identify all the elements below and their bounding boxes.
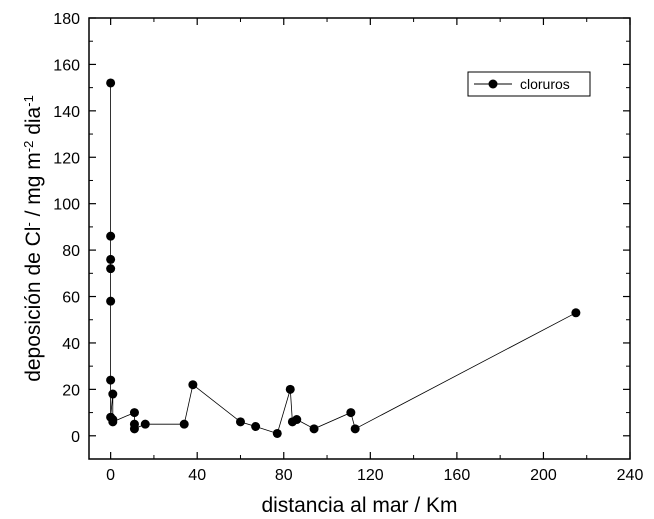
x-tick-label: 240 xyxy=(617,467,644,484)
legend-marker xyxy=(488,79,498,89)
data-point xyxy=(571,308,581,318)
axis-ticks: 0 40 80 120 160 200 240 0 20 40 60 80 100 120 140 160 18… xyxy=(53,11,643,484)
y-tick-label: 60 xyxy=(62,290,80,307)
data-point xyxy=(106,264,116,274)
y-tick-label: 80 xyxy=(62,243,80,260)
data-point xyxy=(309,424,319,434)
plot-frame xyxy=(88,17,631,460)
data-point xyxy=(108,417,118,427)
x-tick-label: 120 xyxy=(357,467,384,484)
data-point xyxy=(108,389,118,399)
data-point xyxy=(350,424,360,434)
y-axis-title-sup1: - xyxy=(21,222,36,226)
data-point xyxy=(272,428,282,438)
series-cloruros xyxy=(106,78,581,438)
y-tick-label: 100 xyxy=(53,197,80,214)
y-tick-label: 0 xyxy=(71,429,80,446)
y-axis-title: deposición de Cl- / mg m-2 dia-1 xyxy=(21,95,46,382)
y-axis-title-sup2: -2 xyxy=(21,141,36,153)
data-point xyxy=(106,296,116,306)
data-point xyxy=(106,78,116,88)
y-tick-label: 140 xyxy=(53,104,80,121)
legend: cloruros xyxy=(467,71,591,97)
x-tick-label: 0 xyxy=(106,467,115,484)
data-point xyxy=(188,380,198,390)
x-tick-label: 40 xyxy=(188,467,206,484)
data-point xyxy=(285,384,295,394)
data-point xyxy=(106,375,116,385)
x-axis-title: distancia al mar / Km xyxy=(261,494,457,517)
data-point xyxy=(140,419,150,429)
x-tick-label: 200 xyxy=(530,467,557,484)
data-point xyxy=(179,419,189,429)
data-point xyxy=(106,231,116,241)
data-point xyxy=(346,408,356,418)
y-tick-label: 180 xyxy=(53,11,80,28)
y-axis-title-part3: dia xyxy=(22,106,45,140)
data-point xyxy=(129,408,139,418)
series-line xyxy=(110,83,577,435)
x-tick-label: 160 xyxy=(444,467,471,484)
data-point xyxy=(292,415,302,425)
data-point xyxy=(129,424,139,434)
y-tick-label: 120 xyxy=(53,150,80,167)
y-axis-title-part1: deposición de Cl xyxy=(22,227,45,382)
y-axis-title-sup3: -1 xyxy=(21,95,36,107)
data-point xyxy=(235,417,245,427)
y-tick-label: 40 xyxy=(62,336,80,353)
legend-label-cloruros: cloruros xyxy=(520,76,570,92)
data-point xyxy=(106,254,116,264)
x-tick-label: 80 xyxy=(275,467,293,484)
y-tick-label: 20 xyxy=(62,382,80,399)
y-axis-title-part2: / mg m xyxy=(22,152,45,222)
data-point xyxy=(251,422,261,432)
y-tick-label: 160 xyxy=(53,57,80,74)
